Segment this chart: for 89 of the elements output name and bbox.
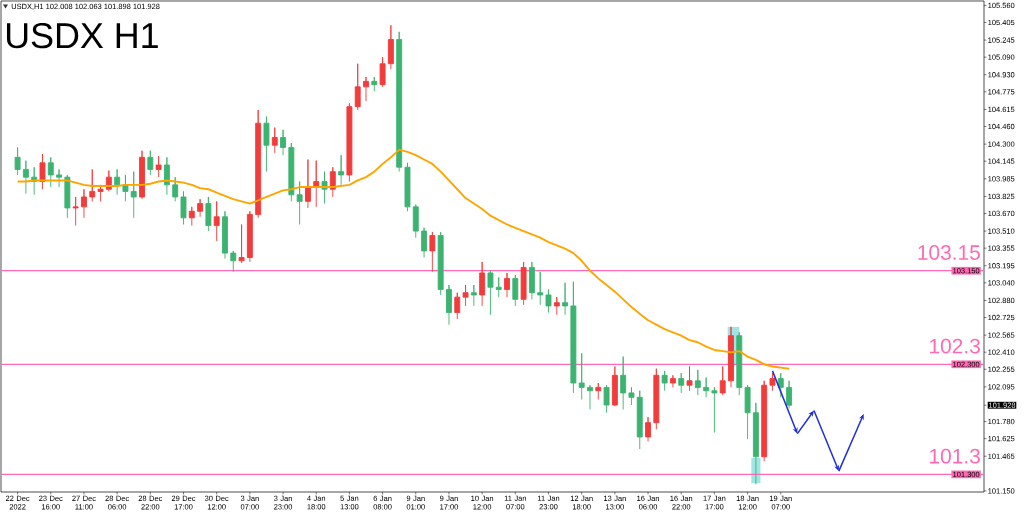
candlestick: [147, 150, 154, 176]
candlestick: [205, 196, 212, 232]
candlestick: [462, 284, 469, 307]
candlestick: [72, 196, 79, 227]
candlestick: [669, 374, 676, 388]
candlestick: [761, 380, 768, 462]
candlestick: [263, 116, 270, 173]
candlestick: [346, 102, 353, 182]
candlestick: [130, 171, 137, 219]
ref-line-label: 101.3: [930, 448, 980, 464]
candlestick: [728, 326, 734, 388]
candlestick: [703, 377, 710, 398]
candlestick: [238, 224, 245, 264]
candlestick: [188, 206, 195, 227]
candlestick: [304, 159, 311, 209]
candlestick: [694, 369, 701, 396]
candlestick: [180, 191, 187, 225]
candlestick: [487, 270, 494, 316]
candlestick: [661, 370, 668, 392]
candlestick: [512, 274, 519, 307]
candlestick: [520, 261, 527, 306]
candlestick: [271, 127, 278, 154]
candlestick: [769, 372, 776, 392]
candlestick: [81, 188, 87, 219]
candlestick: [89, 168, 96, 202]
chart-title: USDX H1: [6, 22, 158, 49]
candlestick: [56, 168, 63, 188]
candlestick: [213, 200, 220, 242]
candlestick: [421, 227, 427, 258]
candlestick: [470, 284, 477, 307]
candlestick: [653, 368, 660, 430]
candlestick: [163, 156, 170, 196]
candlestick: [354, 63, 361, 111]
candlestick: [255, 109, 262, 219]
candlestick: [437, 231, 444, 296]
candlestick: [155, 155, 162, 178]
candlestick: [412, 204, 419, 239]
candlestick: [47, 156, 54, 188]
candlestick: [595, 382, 602, 400]
candlestick: [288, 142, 295, 202]
candlestick: [97, 184, 104, 202]
candlestick: [786, 380, 792, 409]
candlestick: [528, 261, 535, 300]
candlestick: [603, 384, 610, 414]
candlestick: [363, 76, 369, 102]
ref-line-label: 102.3: [930, 338, 980, 354]
candlestick: [636, 390, 643, 450]
candlestick: [64, 174, 71, 219]
candlestick: [479, 261, 486, 307]
candlestick: [379, 56, 386, 88]
candlestick: [495, 276, 502, 298]
candlestick: [686, 366, 693, 392]
candlestick: [562, 282, 569, 316]
candlestick: [553, 296, 560, 316]
candlestick: [620, 356, 627, 410]
candlestick: [645, 416, 651, 442]
candlestick: [22, 160, 29, 195]
candlestick: [578, 352, 585, 400]
ref-line-label: 103.15: [918, 245, 980, 260]
candlestick: [222, 210, 228, 260]
candlestick: [678, 372, 685, 394]
candlestick: [396, 31, 403, 173]
candlestick: [611, 366, 618, 407]
candlestick: [628, 386, 635, 406]
candlestick: [338, 154, 345, 186]
candlestick: [371, 76, 378, 92]
candlestick: [14, 146, 21, 176]
candlestick: [570, 281, 577, 394]
candlestick: [719, 366, 726, 396]
candlestick: [446, 284, 452, 326]
candlestick: [744, 384, 751, 440]
candlestick: [230, 250, 237, 273]
candlestick: [504, 272, 510, 298]
candlestick: [537, 271, 544, 306]
candlestick: [114, 168, 121, 196]
candlestick: [736, 331, 743, 396]
candlestick: [139, 150, 145, 200]
candlestick: [404, 162, 411, 212]
candlestick: [296, 181, 303, 225]
candlestick: [587, 384, 593, 410]
candlestick: [454, 292, 461, 320]
candlestick: [280, 129, 286, 156]
candlestick: [197, 198, 204, 218]
candlestick: [429, 231, 436, 273]
candlestick: [172, 176, 179, 202]
candlestick: [711, 386, 718, 433]
candlestick: [387, 24, 394, 70]
candlestick: [545, 288, 552, 313]
candlestick: [246, 210, 253, 263]
